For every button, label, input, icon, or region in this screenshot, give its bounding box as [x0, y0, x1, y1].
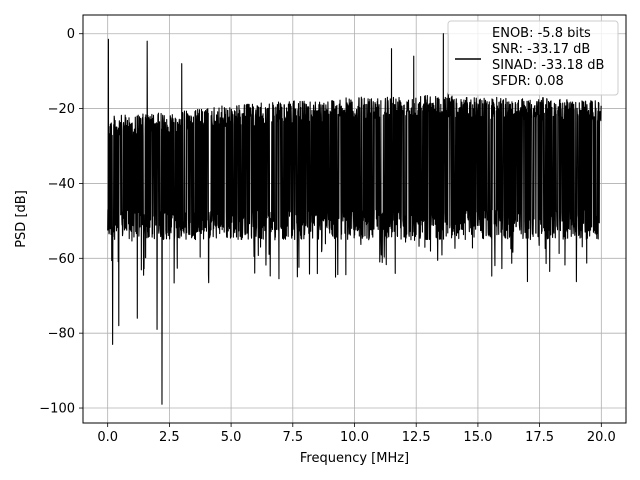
x-tick-label: 20.0 [587, 430, 616, 445]
x-axis-ticks: 0.0 2.5 5.0 7.5 10.0 12.5 15.0 17.5 20.0 [97, 423, 616, 445]
x-tick-label: 5.0 [221, 430, 242, 445]
legend-box [447, 20, 619, 96]
y-tick-label: −40 [48, 177, 75, 192]
y-axis-label: PSD [dB] [14, 190, 29, 248]
legend-entry: SFDR: 0.08 [492, 74, 564, 89]
x-axis-label: Frequency [MHz] [300, 451, 409, 466]
x-tick-label: 0.0 [97, 430, 118, 445]
y-tick-label: −20 [48, 102, 75, 117]
legend-entry: SINAD: -33.18 dB [492, 58, 604, 73]
y-tick-label: −80 [48, 327, 75, 342]
y-axis-ticks: 0 −20 −40 −60 −80 −100 [39, 27, 83, 417]
psd-series [107, 33, 602, 405]
y-tick-label: −100 [39, 402, 75, 417]
x-tick-label: 2.5 [159, 430, 180, 445]
x-tick-label: 12.5 [402, 430, 431, 445]
legend-entry: ENOB: -5.8 bits [492, 26, 591, 41]
y-tick-label: 0 [67, 27, 75, 42]
x-tick-label: 10.0 [340, 430, 369, 445]
x-tick-label: 7.5 [282, 430, 303, 445]
x-tick-label: 17.5 [525, 430, 554, 445]
y-tick-label: −60 [48, 252, 75, 267]
psd-line [107, 33, 602, 405]
x-tick-label: 15.0 [463, 430, 492, 445]
legend-entry: SNR: -33.17 dB [492, 42, 590, 57]
